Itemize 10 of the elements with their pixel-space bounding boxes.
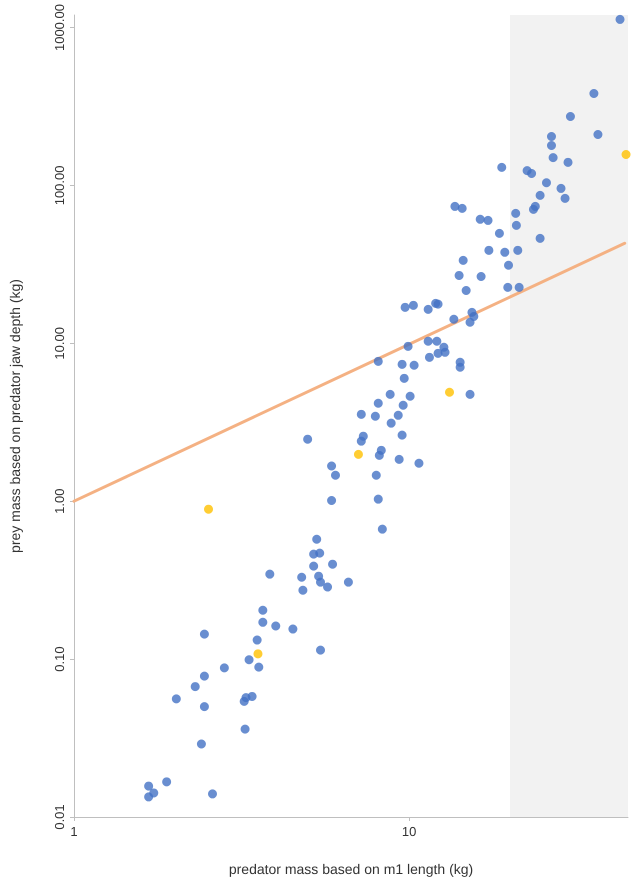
x-axis-title: predator mass based on m1 length (kg): [228, 861, 474, 877]
y-tick-label: 100.00: [52, 166, 67, 206]
x-tick-label: 1: [70, 824, 78, 839]
y-axis-title: prey mass based on predator jaw depth (kg): [7, 279, 23, 553]
x-tick-label: 10: [402, 824, 416, 839]
y-tick-label: 10.00: [52, 327, 67, 360]
y-tick-label: 0.01: [52, 804, 67, 830]
y-tick-label: 1.00: [52, 488, 67, 514]
y-tick-label: 0.10: [52, 646, 67, 672]
y-tick-label: 1000.00: [52, 4, 67, 52]
